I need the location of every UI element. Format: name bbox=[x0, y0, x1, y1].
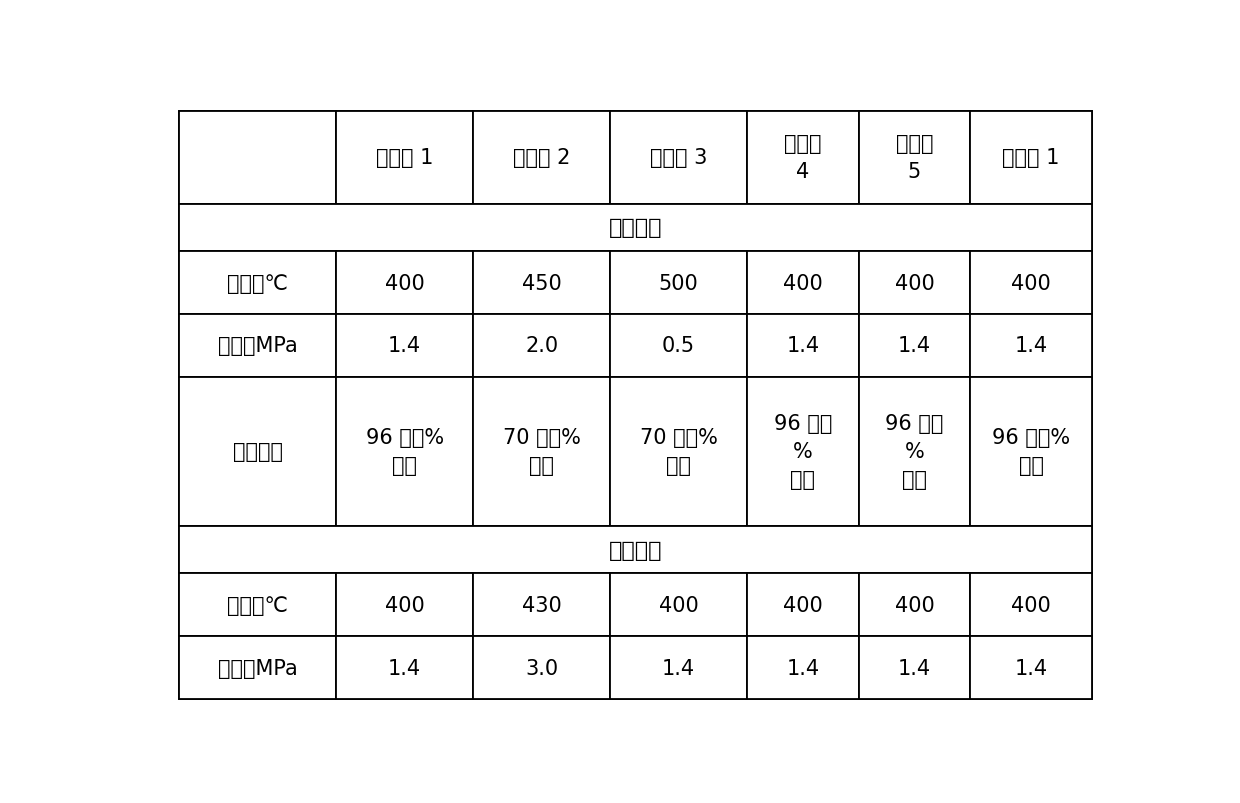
Text: 1.4: 1.4 bbox=[388, 658, 422, 678]
Bar bbox=[970, 252, 1092, 315]
Text: 400: 400 bbox=[782, 273, 823, 293]
Text: 96 体积
%
氢气: 96 体积 % 氢气 bbox=[774, 414, 832, 490]
Text: 96 体积%
氢气: 96 体积% 氢气 bbox=[992, 428, 1070, 475]
Bar bbox=[746, 637, 858, 699]
Text: 400: 400 bbox=[1012, 595, 1052, 615]
Bar bbox=[179, 204, 1092, 252]
Bar bbox=[474, 573, 610, 637]
Bar bbox=[970, 377, 1092, 526]
Bar bbox=[179, 315, 336, 377]
Bar bbox=[858, 637, 970, 699]
Bar bbox=[474, 252, 610, 315]
Text: 450: 450 bbox=[522, 273, 562, 293]
Bar bbox=[179, 637, 336, 699]
Bar bbox=[610, 112, 746, 204]
Text: 500: 500 bbox=[658, 273, 698, 293]
Text: 1.4: 1.4 bbox=[786, 658, 820, 678]
Text: 还原气体: 还原气体 bbox=[233, 442, 283, 462]
Bar bbox=[336, 112, 474, 204]
Bar bbox=[179, 526, 1092, 573]
Bar bbox=[858, 315, 970, 377]
Text: 实施例 1: 实施例 1 bbox=[376, 148, 434, 168]
Bar bbox=[746, 112, 858, 204]
Text: 400: 400 bbox=[782, 595, 823, 615]
Text: 温度，℃: 温度，℃ bbox=[227, 273, 288, 293]
Bar bbox=[474, 637, 610, 699]
Bar bbox=[179, 573, 336, 637]
Text: 实施例 3: 实施例 3 bbox=[650, 148, 707, 168]
Bar bbox=[746, 377, 858, 526]
Bar bbox=[610, 252, 746, 315]
Bar bbox=[474, 315, 610, 377]
Text: 400: 400 bbox=[384, 595, 424, 615]
Text: 1.4: 1.4 bbox=[898, 658, 931, 678]
Text: 3.0: 3.0 bbox=[525, 658, 558, 678]
Bar bbox=[179, 252, 336, 315]
Bar bbox=[746, 252, 858, 315]
Text: 1.4: 1.4 bbox=[898, 336, 931, 356]
Text: 压力，MPa: 压力，MPa bbox=[218, 336, 298, 356]
Text: 还原条件: 还原条件 bbox=[609, 218, 662, 238]
Text: 400: 400 bbox=[658, 595, 698, 615]
Text: 反应条件: 反应条件 bbox=[609, 540, 662, 560]
Text: 70 体积%
氢气: 70 体积% 氢气 bbox=[502, 428, 580, 475]
Text: 96 体积
%
氢气: 96 体积 % 氢气 bbox=[885, 414, 944, 490]
Bar bbox=[336, 252, 474, 315]
Bar bbox=[179, 377, 336, 526]
Bar bbox=[858, 252, 970, 315]
Text: 400: 400 bbox=[894, 273, 934, 293]
Bar bbox=[970, 112, 1092, 204]
Bar bbox=[336, 637, 474, 699]
Bar bbox=[858, 377, 970, 526]
Text: 96 体积%
氢气: 96 体积% 氢气 bbox=[366, 428, 444, 475]
Text: 实施例
4: 实施例 4 bbox=[784, 134, 822, 182]
Text: 1.4: 1.4 bbox=[1014, 658, 1048, 678]
Text: 1.4: 1.4 bbox=[1014, 336, 1048, 356]
Bar bbox=[179, 112, 336, 204]
Bar bbox=[970, 637, 1092, 699]
Bar bbox=[858, 112, 970, 204]
Text: 0.5: 0.5 bbox=[662, 336, 696, 356]
Bar bbox=[746, 573, 858, 637]
Bar bbox=[970, 315, 1092, 377]
Text: 实施例 2: 实施例 2 bbox=[513, 148, 570, 168]
Bar bbox=[336, 377, 474, 526]
Text: 温度，℃: 温度，℃ bbox=[227, 595, 288, 615]
Bar bbox=[336, 573, 474, 637]
Text: 430: 430 bbox=[522, 595, 562, 615]
Text: 70 体积%
氢气: 70 体积% 氢气 bbox=[640, 428, 718, 475]
Bar bbox=[474, 112, 610, 204]
Text: 400: 400 bbox=[384, 273, 424, 293]
Text: 实施例
5: 实施例 5 bbox=[895, 134, 934, 182]
Text: 1.4: 1.4 bbox=[388, 336, 422, 356]
Bar bbox=[746, 315, 858, 377]
Text: 1.4: 1.4 bbox=[786, 336, 820, 356]
Bar bbox=[336, 315, 474, 377]
Bar bbox=[474, 377, 610, 526]
Text: 対比例 1: 対比例 1 bbox=[1002, 148, 1060, 168]
Bar bbox=[610, 315, 746, 377]
Bar bbox=[610, 573, 746, 637]
Text: 400: 400 bbox=[894, 595, 934, 615]
Bar bbox=[970, 573, 1092, 637]
Text: 压力，MPa: 压力，MPa bbox=[218, 658, 298, 678]
Text: 2.0: 2.0 bbox=[525, 336, 558, 356]
Text: 1.4: 1.4 bbox=[662, 658, 696, 678]
Bar bbox=[858, 573, 970, 637]
Bar bbox=[610, 377, 746, 526]
Text: 400: 400 bbox=[1012, 273, 1052, 293]
Bar bbox=[610, 637, 746, 699]
